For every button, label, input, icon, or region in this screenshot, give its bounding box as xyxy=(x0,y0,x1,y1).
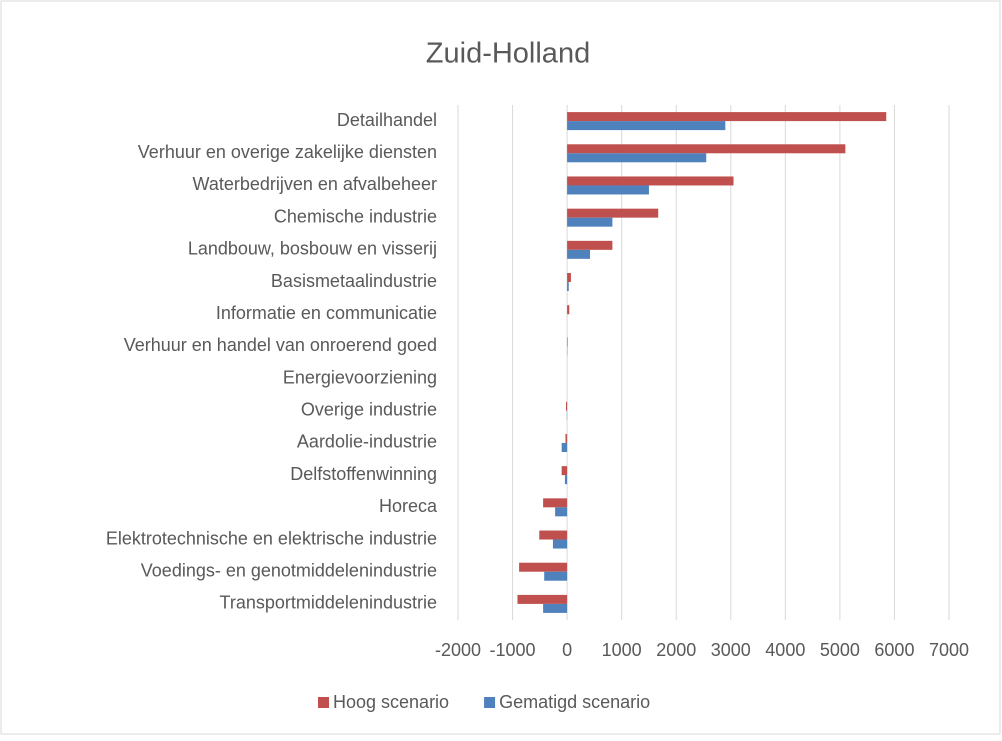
x-tick-label: -1000 xyxy=(490,640,536,660)
legend-marker xyxy=(484,697,495,708)
bar xyxy=(517,595,567,604)
y-tick-label: Verhuur en handel van onroerend goed xyxy=(124,335,437,355)
y-tick-label: Elektrotechnische en elektrische industr… xyxy=(106,528,437,548)
bar xyxy=(553,540,567,549)
y-tick-label: Voedings- en genotmiddelenindustrie xyxy=(141,560,437,580)
bar xyxy=(544,572,567,581)
bar xyxy=(567,121,725,130)
bar xyxy=(567,185,649,194)
x-tick-label: 7000 xyxy=(929,640,969,660)
bar xyxy=(567,176,733,185)
legend-marker xyxy=(318,697,329,708)
y-tick-label: Waterbedrijven en afvalbeheer xyxy=(193,174,437,194)
bar xyxy=(565,475,567,484)
bar xyxy=(567,209,658,218)
bar xyxy=(562,443,567,452)
bar xyxy=(519,563,567,572)
y-tick-label: Chemische industrie xyxy=(274,206,437,226)
x-tick-label: 1000 xyxy=(602,640,642,660)
legend-label: Gematigd scenario xyxy=(499,692,650,712)
y-tick-label: Delfstoffenwinning xyxy=(290,464,437,484)
y-tick-label: Aardolie-industrie xyxy=(297,432,437,452)
bar xyxy=(565,434,567,443)
y-tick-label: Informatie en communicatie xyxy=(216,303,437,323)
legend-label: Hoog scenario xyxy=(333,692,449,712)
y-tick-label: Basismetaalindustrie xyxy=(271,271,437,291)
bar xyxy=(566,402,567,411)
bar xyxy=(567,241,612,250)
x-tick-label: 4000 xyxy=(765,640,805,660)
bar xyxy=(567,144,845,153)
bar xyxy=(543,498,567,507)
bar xyxy=(539,531,567,540)
y-tick-label: Landbouw, bosbouw en visserij xyxy=(188,239,437,259)
y-tick-label: Energievoorziening xyxy=(283,367,437,387)
y-tick-label: Overige industrie xyxy=(301,400,437,420)
x-tick-label: 6000 xyxy=(874,640,914,660)
x-tick-label: 5000 xyxy=(820,640,860,660)
chart-title: Zuid-Holland xyxy=(426,38,590,70)
bar xyxy=(567,305,569,314)
bar xyxy=(567,218,612,227)
bar xyxy=(567,273,571,282)
bar xyxy=(567,282,569,291)
y-tick-label: Verhuur en overige zakelijke diensten xyxy=(138,142,437,162)
bar xyxy=(562,466,567,475)
bar xyxy=(567,112,886,121)
y-tick-label: Transportmiddelenindustrie xyxy=(220,593,437,613)
x-tick-label: -2000 xyxy=(435,640,481,660)
x-tick-label: 3000 xyxy=(711,640,751,660)
bar xyxy=(567,250,590,259)
y-tick-label: Horeca xyxy=(379,496,438,516)
bar xyxy=(555,507,567,516)
bar xyxy=(543,604,567,613)
bar xyxy=(567,153,706,162)
bar xyxy=(567,337,568,346)
x-tick-label: 2000 xyxy=(656,640,696,660)
x-tick-label: 0 xyxy=(562,640,572,660)
y-tick-label: Detailhandel xyxy=(337,110,437,130)
